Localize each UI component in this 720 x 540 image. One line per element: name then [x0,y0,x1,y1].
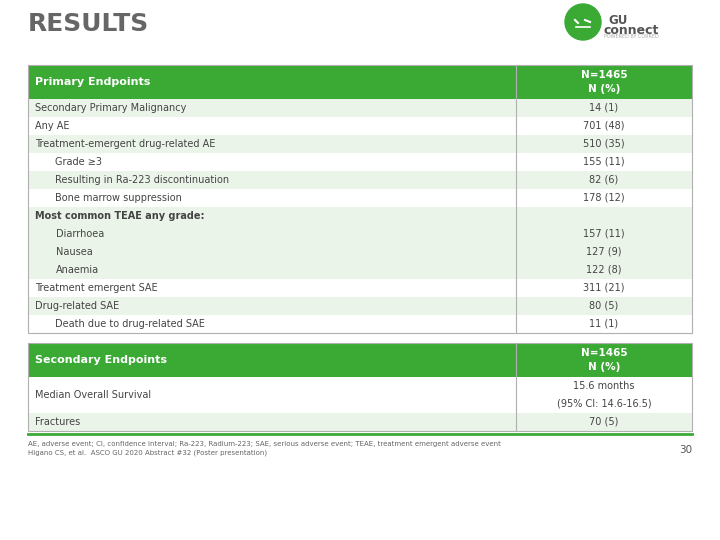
FancyBboxPatch shape [28,297,692,315]
Text: RESULTS: RESULTS [28,12,149,36]
Text: Most common TEAE any grade:: Most common TEAE any grade: [35,211,204,221]
FancyBboxPatch shape [28,153,692,171]
Text: 157 (11): 157 (11) [583,229,625,239]
Text: Nausea: Nausea [56,247,93,257]
Text: N=1465
N (%): N=1465 N (%) [581,70,627,93]
Text: 127 (9): 127 (9) [586,247,622,257]
FancyBboxPatch shape [28,135,692,153]
Text: N=1465
N (%): N=1465 N (%) [581,348,627,372]
Text: 15.6 months: 15.6 months [573,381,635,391]
Text: Higano CS, et al.  ASCO GU 2020 Abstract #32 (Poster presentation): Higano CS, et al. ASCO GU 2020 Abstract … [28,450,267,456]
Text: Median Overall Survival: Median Overall Survival [35,390,151,400]
Text: 510 (35): 510 (35) [583,139,625,149]
FancyBboxPatch shape [28,117,692,135]
Text: Bone marrow suppression: Bone marrow suppression [55,193,182,203]
Text: 155 (11): 155 (11) [583,157,625,167]
Text: Resulting in Ra-223 discontinuation: Resulting in Ra-223 discontinuation [55,175,229,185]
FancyBboxPatch shape [28,377,692,413]
Text: 80 (5): 80 (5) [590,301,618,311]
Text: 122 (8): 122 (8) [586,265,622,275]
FancyBboxPatch shape [28,65,692,99]
Text: 11 (1): 11 (1) [590,319,618,329]
FancyBboxPatch shape [28,171,692,189]
FancyBboxPatch shape [28,343,692,377]
Text: (95% CI: 14.6-16.5): (95% CI: 14.6-16.5) [557,399,652,409]
Text: GU: GU [608,14,627,27]
FancyBboxPatch shape [28,413,692,431]
Text: Anaemia: Anaemia [56,265,99,275]
Text: Treatment emergent SAE: Treatment emergent SAE [35,283,158,293]
FancyBboxPatch shape [28,315,692,333]
FancyBboxPatch shape [28,99,692,117]
Text: Grade ≥3: Grade ≥3 [55,157,102,167]
Circle shape [565,4,601,40]
Text: 70 (5): 70 (5) [590,417,618,427]
Text: Fractures: Fractures [35,417,80,427]
Text: Drug-related SAE: Drug-related SAE [35,301,119,311]
FancyBboxPatch shape [28,189,692,207]
FancyBboxPatch shape [28,279,692,297]
Text: AE, adverse event; CI, confidence interval; Ra-223, Radium-223; SAE, serious adv: AE, adverse event; CI, confidence interv… [28,441,501,447]
Text: connect: connect [604,24,660,37]
Text: Diarrhoea: Diarrhoea [56,229,104,239]
Text: 14 (1): 14 (1) [590,103,618,113]
Text: 82 (6): 82 (6) [590,175,618,185]
Text: Primary Endpoints: Primary Endpoints [35,77,150,87]
Text: 178 (12): 178 (12) [583,193,625,203]
Text: 30: 30 [679,445,692,455]
Text: Treatment-emergent drug-related AE: Treatment-emergent drug-related AE [35,139,215,149]
Text: Secondary Endpoints: Secondary Endpoints [35,355,167,365]
Text: Secondary Primary Malignancy: Secondary Primary Malignancy [35,103,186,113]
Text: 701 (48): 701 (48) [583,121,625,131]
Text: Death due to drug-related SAE: Death due to drug-related SAE [55,319,205,329]
Text: POWERED BY CORRED: POWERED BY CORRED [604,34,659,39]
Text: Any AE: Any AE [35,121,70,131]
FancyBboxPatch shape [28,207,692,279]
Text: 311 (21): 311 (21) [583,283,625,293]
